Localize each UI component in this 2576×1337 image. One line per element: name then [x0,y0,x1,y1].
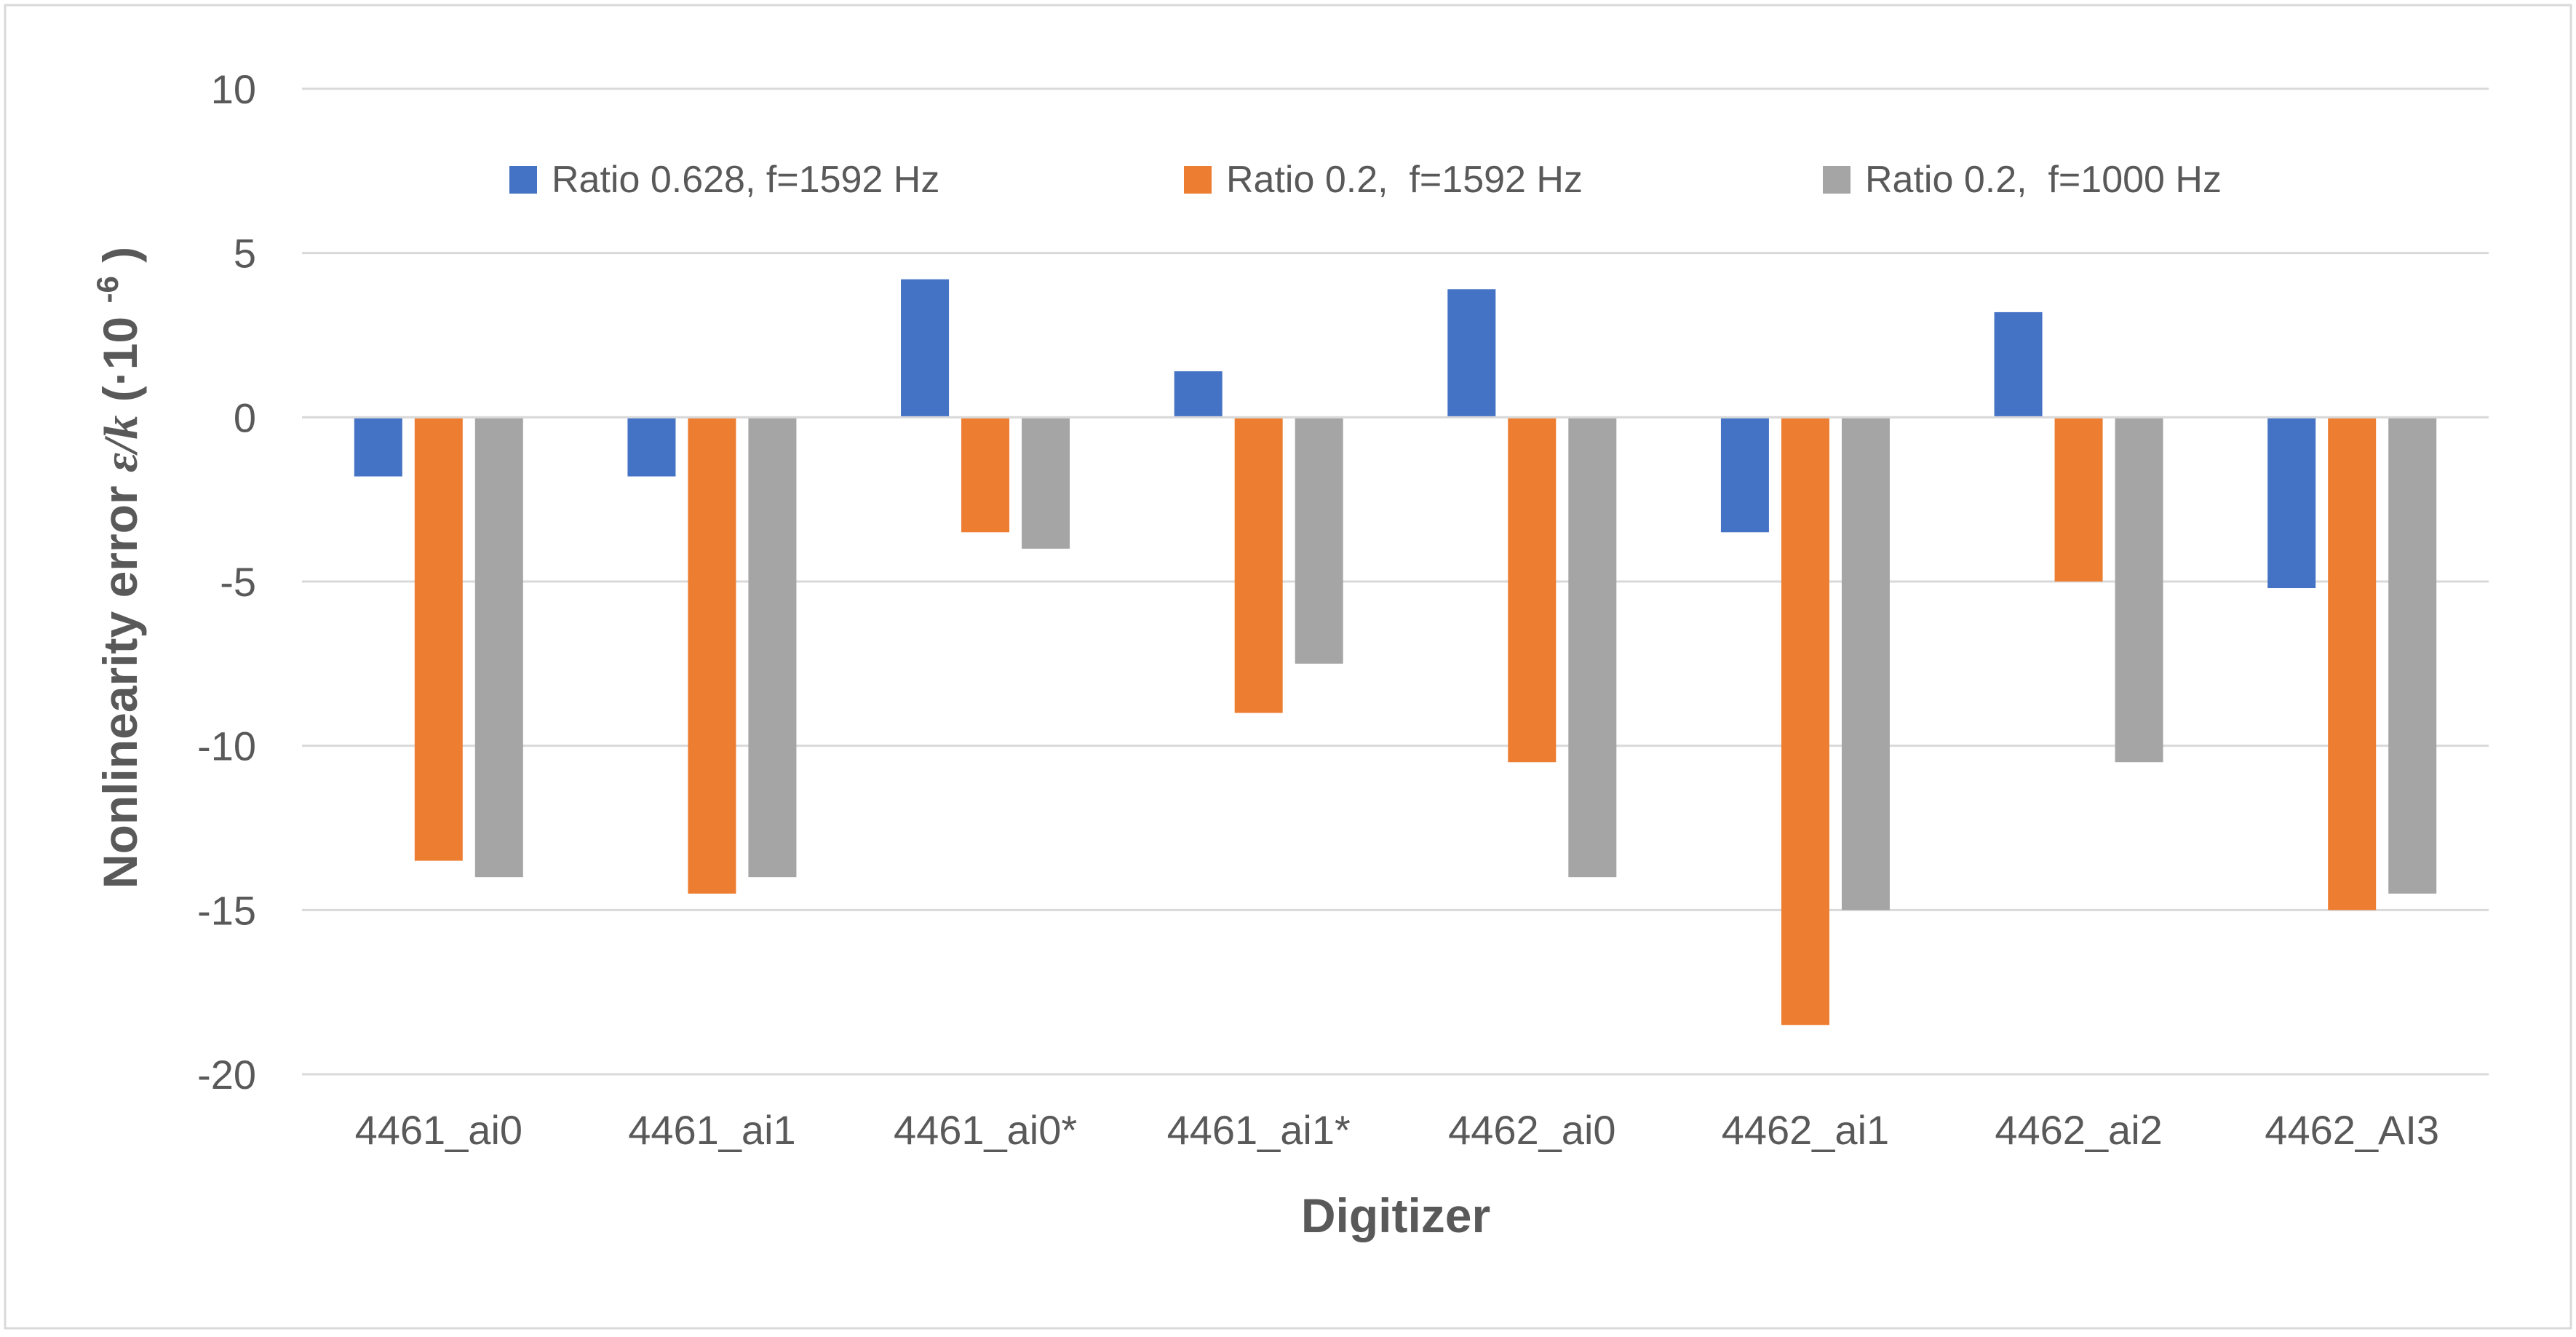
bar-series-2-4461_ai1* [1234,417,1283,713]
bar-series-1-4462_ai1 [1720,417,1769,533]
x-tick-label: 4462_AI3 [2265,1107,2439,1153]
x-tick-label: 4461_ai0 [355,1107,522,1153]
bar-series-1-4461_ai0* [901,279,950,418]
bar-series-2-4461_ai0* [961,417,1010,533]
x-tick-label: 4461_ai1* [1167,1107,1351,1153]
bar-series-2-4462_ai1 [1781,417,1829,1025]
y-tick-label: -20 [197,1052,256,1098]
bar-series-1-4461_ai1 [627,417,676,477]
bar-series-2-4461_ai0 [414,417,463,861]
bar-series-3-4461_ai0* [1022,417,1070,549]
bar-series-1-4461_ai0 [354,417,402,477]
y-axis-title-close: ) [93,247,147,263]
bar-series-1-4462_AI3 [2267,417,2316,589]
x-tick-label: 4461_ai0* [894,1107,1077,1153]
legend-label-1: Ratio 0.628, f=1592 Hz [552,159,939,201]
y-tick-label: 0 [234,394,256,440]
bars-layer [302,279,2489,1025]
bar-series-1-4461_ai1* [1174,371,1223,418]
y-axis-title-unit: (·10 [93,317,147,402]
x-tick-label: 4462_ai0 [1448,1107,1615,1153]
grid-layer [302,87,2489,1076]
y-tick-label: -15 [197,887,256,933]
bar-series-2-4462_ai2 [2054,417,2103,582]
x-axis-title: Digitizer [1301,1189,1490,1242]
y-axis-title-exponent: -6 [90,276,124,303]
bar-series-3-4462_ai1 [1841,417,1890,910]
bar-series-3-4461_ai1 [748,417,797,878]
legend-swatch-3 [1823,166,1850,194]
bar-series-2-4462_ai0 [1508,417,1557,763]
bar-series-3-4461_ai0 [474,417,523,878]
y-axis-title-main: Nonlinearity error [93,472,147,889]
y-tick-label: 5 [234,231,256,277]
y-axis-title-symbol: ε/k [95,416,148,472]
bar-series-3-4462_ai2 [2115,417,2163,763]
legend: Ratio 0.628, f=1592 Hz Ratio 0.2, f=1592 … [509,159,2222,201]
bar-series-1-4462_ai0 [1447,289,1496,418]
bar-series-3-4462_ai0 [1568,417,1617,878]
y-tick-label: -5 [220,559,256,605]
y-axis-title: Nonlinearity error ε/k (·10 -6 ) [74,247,148,889]
x-tick-label: 4461_ai1 [628,1107,795,1153]
x-tick-label: 4462_ai2 [1995,1107,2162,1153]
bar-series-2-4462_AI3 [2328,417,2377,910]
bar-series-2-4461_ai1 [688,417,736,894]
legend-swatch-1 [509,166,537,194]
y-axis-tick-labels: 10 5 0 -5 -10 -15 -20 [197,66,256,1098]
y-tick-label: 10 [211,66,256,112]
x-tick-label: 4462_ai1 [1722,1107,1889,1153]
legend-label-3: Ratio 0.2, f=1000 Hz [1865,159,2222,201]
bar-series-1-4462_ai2 [1994,312,2043,418]
y-tick-label: -10 [197,723,256,769]
bar-series-3-4462_AI3 [2388,417,2437,894]
legend-label-2: Ratio 0.2, f=1592 Hz [1226,159,1583,201]
bar-series-3-4461_ai1* [1295,417,1343,664]
legend-swatch-2 [1184,166,1212,194]
x-axis-tick-labels: 4461_ai0 4461_ai1 4461_ai0* 4461_ai1* 4462_a… [355,1107,2439,1153]
